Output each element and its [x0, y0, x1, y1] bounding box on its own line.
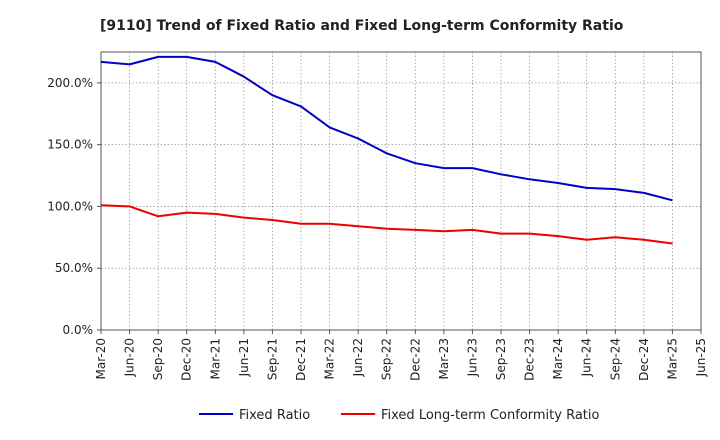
x-tick-label: Mar-23	[437, 338, 451, 379]
series-line-fixed-ratio	[100, 55, 673, 202]
series-line-fixed-long-term-conformity-ratio	[100, 204, 673, 245]
x-axis: Mar-20 Jun-20 Sep-20 Dec-20 Mar-21 Jun-21 Sep-…	[94, 330, 708, 381]
x-tick-label: Dec-21	[294, 338, 308, 381]
x-tick-label: Jun-25	[694, 338, 708, 377]
x-tick-label: Dec-22	[408, 338, 422, 381]
y-tick-label: 100.0%	[47, 199, 93, 213]
x-tick-label: Jun-23	[465, 338, 479, 377]
chart-title: [9110] Trend of Fixed Ratio and Fixed Lo…	[100, 18, 624, 34]
series-lines	[100, 55, 673, 245]
y-tick-label: 50.0%	[55, 261, 93, 275]
plot-frame	[100, 51, 702, 331]
y-axis: 0.0% 50.0% 100.0% 150.0% 200.0%	[47, 76, 101, 337]
legend: Fixed Ratio Fixed Long-term Conformity Ra…	[199, 408, 600, 423]
x-tick-label: Mar-24	[551, 338, 565, 379]
x-tick-label: Jun-21	[237, 338, 251, 377]
x-tick-label: Mar-20	[94, 338, 108, 379]
y-tick-label: 150.0%	[47, 138, 93, 152]
grid	[101, 52, 701, 330]
x-tick-label: Mar-21	[208, 338, 222, 379]
legend-label: Fixed Ratio	[239, 408, 310, 423]
x-tick-label: Dec-24	[637, 338, 651, 381]
x-tick-label: Sep-20	[151, 338, 165, 380]
x-tick-label: Dec-23	[523, 338, 537, 381]
x-tick-label: Jun-20	[123, 338, 137, 377]
x-tick-label: Sep-22	[380, 338, 394, 380]
y-tick-label: 200.0%	[47, 76, 93, 90]
x-tick-label: Jun-22	[351, 338, 365, 377]
x-tick-label: Sep-23	[494, 338, 508, 380]
y-tick-label: 0.0%	[63, 323, 94, 337]
x-tick-label: Sep-21	[265, 338, 279, 380]
x-tick-label: Dec-20	[180, 338, 194, 381]
legend-label: Fixed Long-term Conformity Ratio	[381, 408, 600, 423]
x-tick-label: Sep-24	[608, 338, 622, 380]
x-tick-label: Mar-22	[323, 338, 337, 379]
x-tick-label: Mar-25	[665, 338, 679, 379]
x-tick-label: Jun-24	[580, 338, 594, 377]
